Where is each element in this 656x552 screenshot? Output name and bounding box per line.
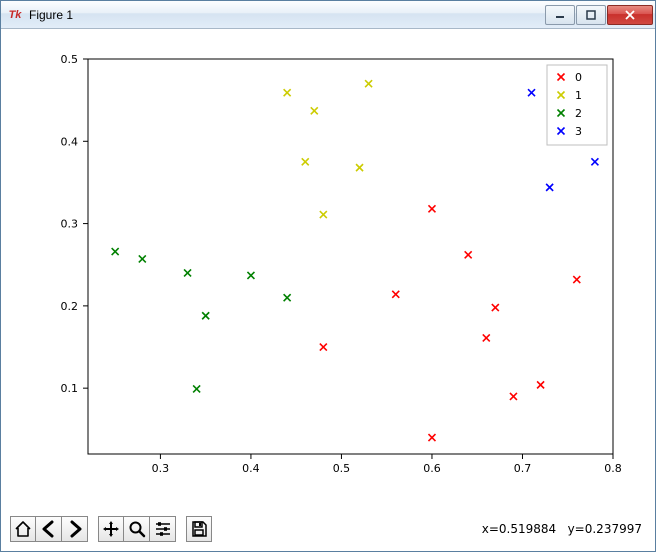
- configure-icon[interactable]: [150, 516, 176, 542]
- back-icon[interactable]: [36, 516, 62, 542]
- app-window: Tk Figure 1 0.30.40.50.60.70.80.10.20.30…: [0, 0, 656, 552]
- close-button[interactable]: [607, 5, 653, 25]
- svg-text:0.7: 0.7: [514, 462, 532, 475]
- svg-text:2: 2: [575, 107, 582, 120]
- client-area: 0.3 0.4 0.5 0.6 0.7 0.8 0.1 0.2 0.3 0.4 0.5 0 1 2 3: [2, 30, 654, 550]
- titlebar[interactable]: Tk Figure 1: [1, 1, 655, 29]
- cursor-coordinates: x=0.519884 y=0.237997: [482, 522, 646, 536]
- svg-text:0.5: 0.5: [61, 53, 79, 66]
- window-title: Figure 1: [29, 8, 544, 22]
- svg-text:3: 3: [575, 125, 582, 138]
- svg-text:0.6: 0.6: [423, 462, 441, 475]
- maximize-button[interactable]: [576, 5, 606, 25]
- zoom-icon[interactable]: [124, 516, 150, 542]
- window-buttons: [544, 5, 653, 25]
- svg-text:0.5: 0.5: [333, 462, 351, 475]
- svg-text:0: 0: [575, 71, 582, 84]
- tk-icon: Tk: [7, 7, 23, 23]
- svg-text:0.2: 0.2: [61, 300, 79, 313]
- svg-text:0.3: 0.3: [61, 218, 79, 231]
- svg-text:0.8: 0.8: [604, 462, 622, 475]
- svg-text:1: 1: [575, 89, 582, 102]
- home-icon[interactable]: [10, 516, 36, 542]
- svg-text:0.3: 0.3: [152, 462, 170, 475]
- save-icon[interactable]: [186, 516, 212, 542]
- svg-text:0.1: 0.1: [61, 382, 79, 395]
- svg-text:0.4: 0.4: [242, 462, 260, 475]
- svg-text:0.4: 0.4: [61, 135, 79, 148]
- pan-icon[interactable]: [98, 516, 124, 542]
- nav-toolbar: x=0.519884 y=0.237997: [8, 512, 648, 544]
- forward-icon[interactable]: [62, 516, 88, 542]
- plot-area[interactable]: 0.3 0.4 0.5 0.6 0.7 0.8 0.1 0.2 0.3 0.4 0.5 0 1 2 3: [8, 36, 648, 512]
- scatter-chart: 0.3 0.4 0.5 0.6 0.7 0.8 0.1 0.2 0.3 0.4 0.5 0 1 2 3: [18, 44, 638, 504]
- minimize-button[interactable]: [545, 5, 575, 25]
